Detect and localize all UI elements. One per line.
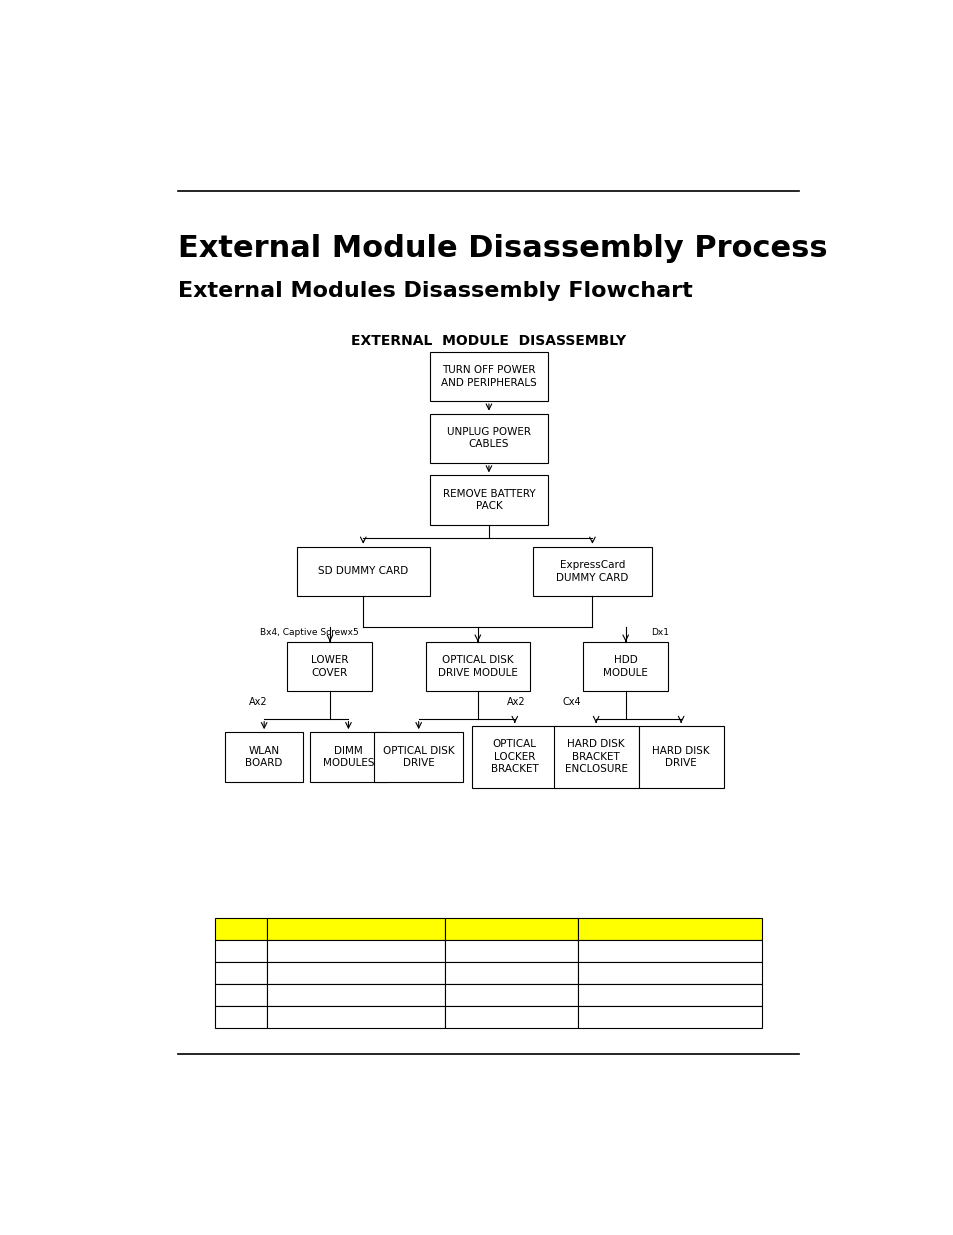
Text: REMOVE BATTERY
PACK: REMOVE BATTERY PACK [442,489,535,511]
Text: External Module Disassembly Process: External Module Disassembly Process [178,233,827,263]
FancyBboxPatch shape [444,984,578,1007]
FancyBboxPatch shape [472,726,557,788]
Text: WLAN
BOARD: WLAN BOARD [245,746,282,768]
Text: OPTICAL DISK
DRIVE MODULE: OPTICAL DISK DRIVE MODULE [437,656,517,678]
Text: Ax2: Ax2 [249,698,268,708]
FancyBboxPatch shape [215,1007,267,1028]
FancyBboxPatch shape [444,940,578,962]
Text: UNPLUG POWER
CABLES: UNPLUG POWER CABLES [446,427,531,450]
FancyBboxPatch shape [296,547,429,597]
FancyBboxPatch shape [426,642,529,692]
FancyBboxPatch shape [267,940,444,962]
FancyBboxPatch shape [310,732,387,782]
FancyBboxPatch shape [553,726,638,788]
FancyBboxPatch shape [267,984,444,1007]
FancyBboxPatch shape [444,962,578,984]
FancyBboxPatch shape [215,919,267,940]
FancyBboxPatch shape [578,1007,761,1028]
Text: TURN OFF POWER
AND PERIPHERALS: TURN OFF POWER AND PERIPHERALS [440,366,537,388]
FancyBboxPatch shape [267,1007,444,1028]
FancyBboxPatch shape [225,732,303,782]
FancyBboxPatch shape [267,919,444,940]
FancyBboxPatch shape [215,940,267,962]
Text: HARD DISK
DRIVE: HARD DISK DRIVE [652,746,709,768]
Text: Ax2: Ax2 [507,698,525,708]
Text: ExpressCard
DUMMY CARD: ExpressCard DUMMY CARD [556,561,628,583]
FancyBboxPatch shape [444,1007,578,1028]
FancyBboxPatch shape [287,642,372,692]
Text: Dx1: Dx1 [651,627,669,637]
FancyBboxPatch shape [267,962,444,984]
FancyBboxPatch shape [429,414,547,463]
Text: HDD
MODULE: HDD MODULE [602,656,647,678]
Text: OPTICAL DISK
DRIVE: OPTICAL DISK DRIVE [382,746,454,768]
Text: External Modules Disassembly Flowchart: External Modules Disassembly Flowchart [178,282,693,301]
FancyBboxPatch shape [429,352,547,401]
FancyBboxPatch shape [578,984,761,1007]
FancyBboxPatch shape [638,726,723,788]
FancyBboxPatch shape [215,984,267,1007]
FancyBboxPatch shape [582,642,667,692]
Text: Cx4: Cx4 [562,698,581,708]
FancyBboxPatch shape [374,732,462,782]
FancyBboxPatch shape [578,919,761,940]
Text: SD DUMMY CARD: SD DUMMY CARD [317,567,408,577]
Text: EXTERNAL  MODULE  DISASSEMBLY: EXTERNAL MODULE DISASSEMBLY [351,333,626,347]
FancyBboxPatch shape [429,475,547,525]
Text: DIMM
MODULES: DIMM MODULES [322,746,374,768]
Text: OPTICAL
LOCKER
BRACKET: OPTICAL LOCKER BRACKET [491,740,538,774]
FancyBboxPatch shape [444,919,578,940]
FancyBboxPatch shape [215,962,267,984]
Text: Bx4, Captive Screwx5: Bx4, Captive Screwx5 [259,627,358,637]
FancyBboxPatch shape [533,547,651,597]
Text: HARD DISK
BRACKET
ENCLOSURE: HARD DISK BRACKET ENCLOSURE [564,740,627,774]
FancyBboxPatch shape [578,940,761,962]
Text: LOWER
COVER: LOWER COVER [311,656,349,678]
FancyBboxPatch shape [578,962,761,984]
